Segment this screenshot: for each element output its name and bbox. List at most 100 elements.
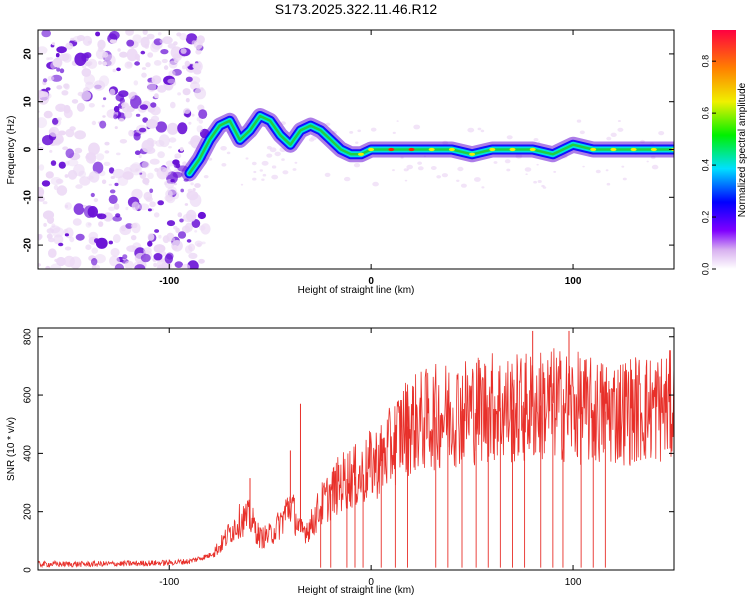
noise-speckle xyxy=(112,215,122,222)
noise-speckle xyxy=(404,179,408,182)
noise-speckle xyxy=(141,139,154,153)
noise-speckle xyxy=(606,136,612,141)
snr-background xyxy=(38,328,674,570)
noise-speckle xyxy=(63,255,75,268)
noise-speckle xyxy=(103,97,107,101)
ridge-hotspot xyxy=(630,147,637,152)
noise-speckle xyxy=(357,129,362,133)
noise-speckle xyxy=(47,75,55,81)
noise-speckle xyxy=(147,240,153,247)
noise-speckle xyxy=(193,81,197,84)
noise-speckle xyxy=(194,87,207,100)
ridge-hotspot xyxy=(469,152,476,156)
noise-speckle xyxy=(162,235,170,244)
noise-speckle xyxy=(504,159,511,164)
noise-speckle xyxy=(141,67,147,70)
noise-speckle xyxy=(122,254,128,260)
noise-speckle xyxy=(119,51,128,58)
noise-speckle xyxy=(38,234,42,241)
noise-speckle xyxy=(88,231,99,241)
noise-speckle xyxy=(121,102,129,108)
noise-speckle xyxy=(188,243,196,252)
noise-speckle xyxy=(174,153,182,159)
colorbar-ticks: 0.0 0.2 0.4 0.6 0.8 xyxy=(700,55,716,275)
noise-speckle xyxy=(149,201,156,208)
noise-speckle xyxy=(172,245,178,250)
ridge-hotspot xyxy=(368,147,375,152)
snr-ticks: -100 0 100 0 200 400 600 800 xyxy=(23,328,674,588)
ridge-hotspot xyxy=(358,152,364,156)
noise-speckle xyxy=(88,171,100,183)
noise-speckle xyxy=(353,163,361,168)
noise-speckle xyxy=(190,182,194,186)
noise-speckle xyxy=(220,146,227,151)
noise-speckle xyxy=(477,127,482,131)
noise-speckle xyxy=(108,167,115,174)
noise-speckle xyxy=(102,115,106,118)
noise-speckle xyxy=(112,234,121,243)
noise-speckle xyxy=(56,117,63,121)
colorbar-tick-label: 0.6 xyxy=(700,107,710,120)
noise-speckle xyxy=(95,31,101,37)
noise-speckle xyxy=(74,130,86,140)
noise-speckle xyxy=(493,161,498,164)
noise-speckle xyxy=(188,140,194,145)
noise-speckle xyxy=(159,246,163,250)
noise-speckle xyxy=(56,85,63,90)
noise-speckle xyxy=(150,102,157,108)
noise-speckle xyxy=(136,57,140,62)
noise-speckle xyxy=(56,46,67,54)
noise-speckle xyxy=(179,218,184,223)
noise-speckle xyxy=(245,157,249,160)
noise-speckle xyxy=(480,129,485,133)
noise-speckle xyxy=(113,114,118,120)
noise-speckle xyxy=(112,68,117,73)
noise-speckle xyxy=(83,205,95,218)
noise-speckle xyxy=(192,63,202,70)
noise-speckle xyxy=(168,70,176,78)
noise-speckle xyxy=(582,165,585,168)
noise-speckle xyxy=(74,147,83,154)
noise-speckle xyxy=(370,127,377,132)
ridge-hotspot xyxy=(509,147,516,152)
noise-speckle xyxy=(188,121,192,125)
x-tick-label: 0 xyxy=(368,276,374,287)
noise-speckle xyxy=(170,101,176,109)
noise-speckle xyxy=(292,168,297,171)
noise-speckle xyxy=(38,143,41,146)
noise-speckle xyxy=(130,162,142,176)
noise-speckle xyxy=(113,203,120,210)
noise-speckle xyxy=(525,173,528,175)
noise-speckle xyxy=(170,46,183,59)
noise-speckle xyxy=(101,179,107,185)
noise-speckle xyxy=(198,109,208,119)
y-tick-label: -10 xyxy=(23,190,34,205)
noise-speckle xyxy=(92,264,97,269)
noise-speckle xyxy=(41,30,51,38)
noise-speckle xyxy=(117,48,121,52)
noise-speckle xyxy=(226,151,231,155)
snr-frame xyxy=(37,327,675,571)
noise-speckle xyxy=(90,192,95,198)
noise-speckle xyxy=(153,212,160,218)
noise-speckle xyxy=(128,129,135,137)
noise-speckle xyxy=(142,30,148,35)
noise-speckle xyxy=(185,76,193,83)
noise-speckle xyxy=(48,237,55,243)
noise-speckle xyxy=(147,172,154,179)
noise-speckle xyxy=(104,141,110,146)
noise-speckle xyxy=(134,264,146,269)
noise-speckle xyxy=(122,171,134,180)
noise-speckle xyxy=(140,253,151,263)
noise-speckle xyxy=(271,165,277,169)
noise-speckle xyxy=(182,65,186,70)
noise-speckle xyxy=(166,122,179,135)
noise-speckle xyxy=(506,135,513,140)
noise-speckle xyxy=(153,60,162,66)
noise-speckle xyxy=(38,117,48,129)
noise-speckle xyxy=(71,99,79,104)
noise-speckle xyxy=(259,169,263,172)
noise-speckle xyxy=(261,160,269,166)
noise-speckle xyxy=(417,161,422,165)
noise-speckle xyxy=(138,203,150,211)
